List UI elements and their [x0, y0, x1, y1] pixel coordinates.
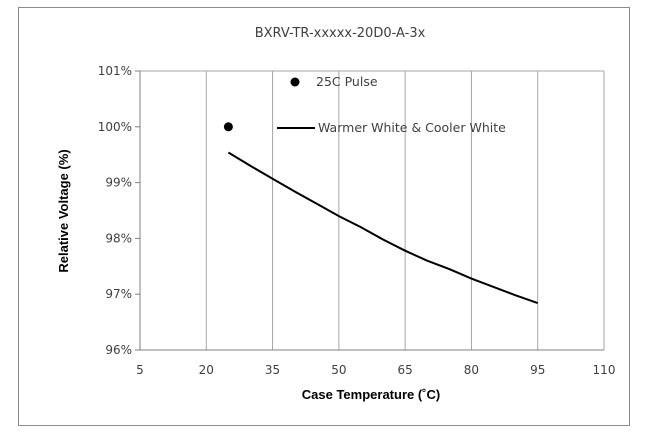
- gridlines: [140, 71, 604, 350]
- axes: [135, 71, 604, 350]
- legend-marker-25c-pulse: [291, 78, 300, 87]
- y-tick-label: 101%: [98, 64, 132, 78]
- x-tick-label: 5: [136, 363, 144, 377]
- legend-label-warmer-cooler-white: Warmer White & Cooler White: [318, 120, 506, 135]
- y-tick-label: 98%: [105, 231, 132, 245]
- y-tick-label: 97%: [105, 287, 132, 301]
- chart-title: BXRV-TR-xxxxx-20D0-A-3x: [255, 26, 426, 41]
- y-tick-label: 99%: [105, 176, 132, 190]
- y-axis-title: Relative Voltage (%): [56, 149, 71, 272]
- legend-label-25c-pulse: 25C Pulse: [316, 74, 378, 89]
- x-tick-label: 80: [464, 363, 479, 377]
- x-tick-label: 110: [593, 363, 616, 377]
- data-point-25c-pulse: [224, 122, 233, 131]
- series: [224, 122, 538, 303]
- x-axis-title: Case Temperature (˚C): [302, 387, 440, 402]
- series-line-warmer-cooler-white: [228, 153, 537, 304]
- y-tick-label: 96%: [105, 343, 132, 357]
- x-tick-label: 65: [398, 363, 413, 377]
- y-tick-label: 100%: [98, 120, 132, 134]
- x-tick-label: 20: [199, 363, 214, 377]
- x-tick-label: 35: [265, 363, 280, 377]
- x-tick-label: 50: [331, 363, 346, 377]
- x-tick-label: 95: [530, 363, 545, 377]
